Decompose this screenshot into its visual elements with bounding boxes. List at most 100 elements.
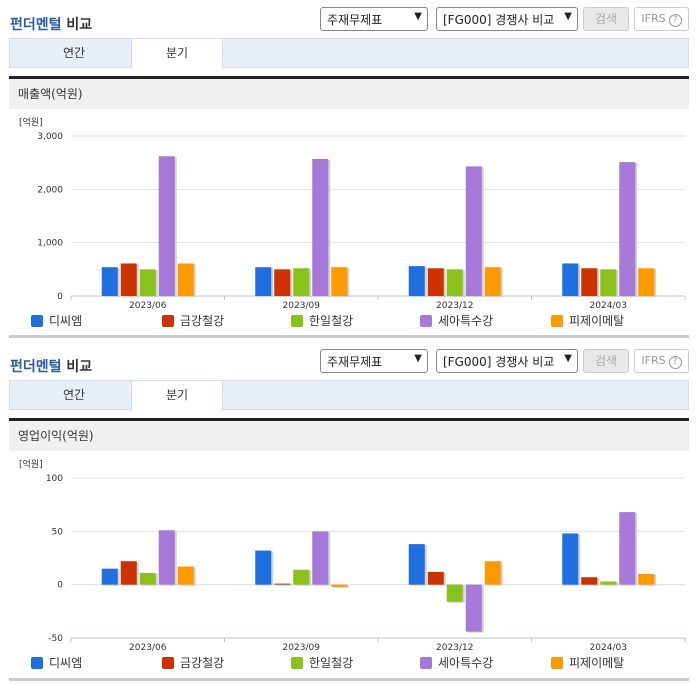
legend-item[interactable]: 한일철강: [291, 654, 353, 671]
bar[interactable]: [581, 577, 598, 585]
bar[interactable]: [446, 269, 463, 296]
period-tabs: 연간 분기: [9, 380, 689, 411]
legend-label: 금강철강: [180, 314, 225, 328]
bar[interactable]: [158, 156, 175, 296]
period-tabs: 연간 분기: [9, 38, 689, 69]
title-highlight: 펀더멘털: [10, 359, 62, 375]
bar[interactable]: [600, 581, 617, 585]
bar[interactable]: [293, 268, 310, 296]
bar-chart-svg: [억원]100 50 0 -50 2023/06 2023/09 2023/12 2024/0…: [19, 458, 686, 653]
bar[interactable]: [177, 263, 194, 296]
bar[interactable]: [484, 561, 501, 585]
select-value: 주재무제표: [327, 355, 383, 369]
bar[interactable]: [619, 162, 636, 296]
bar[interactable]: [139, 572, 156, 585]
y-tick-label: 0: [57, 292, 63, 302]
section-title: 펀더멘털 비교: [10, 356, 92, 376]
legend-item[interactable]: 세아특수강: [420, 654, 493, 671]
bar[interactable]: [427, 571, 444, 585]
legend-item[interactable]: 세아특수강: [420, 312, 493, 329]
chart-legend: 디씨엠 금강철강 한일철강 세아특수강 피제이메탈: [9, 312, 689, 330]
y-unit-label: [억원]: [19, 116, 43, 128]
search-button[interactable]: 검색: [583, 7, 629, 31]
bar[interactable]: [293, 569, 310, 585]
legend-item[interactable]: 피제이메탈: [551, 654, 624, 671]
y-tick-label: -50: [48, 634, 63, 644]
legend-swatch-icon: [31, 315, 43, 327]
legend-swatch-icon: [291, 315, 303, 327]
comparison-group-select[interactable]: [FG000] 경쟁사 비교 ▼: [436, 7, 578, 31]
bar[interactable]: [158, 530, 175, 585]
bar[interactable]: [408, 544, 425, 585]
x-tick-label: 2023/06: [129, 301, 167, 311]
select-value: [FG000] 경쟁사 비교: [443, 355, 555, 369]
legend-swatch-icon: [162, 657, 174, 669]
legend-label: 세아특수강: [438, 656, 494, 670]
bar[interactable]: [274, 583, 291, 585]
legend-item[interactable]: 디씨엠: [31, 312, 82, 329]
legend-label: 디씨엠: [49, 314, 83, 328]
ifrs-button[interactable]: IFRS?: [634, 349, 689, 373]
help-icon[interactable]: ?: [668, 14, 682, 27]
legend-label: 세아특수강: [438, 314, 494, 328]
bar[interactable]: [408, 266, 425, 296]
statement-type-select[interactable]: 주재무제표 ▼: [320, 349, 428, 373]
ifrs-label: IFRS: [641, 354, 666, 367]
chevron-down-icon: ▼: [414, 11, 422, 22]
bar[interactable]: [255, 267, 272, 296]
bar[interactable]: [139, 269, 156, 296]
x-tick-label: 2023/09: [283, 643, 321, 653]
statement-type-select[interactable]: 주재무제표 ▼: [320, 7, 428, 31]
bar[interactable]: [619, 512, 636, 585]
legend-item[interactable]: 금강철강: [162, 312, 224, 329]
bar[interactable]: [638, 268, 655, 296]
tab-quarterly[interactable]: 분기: [131, 39, 223, 69]
section-title: 펀더멘털 비교: [10, 14, 92, 34]
chevron-down-icon: ▼: [564, 11, 572, 22]
bar[interactable]: [120, 263, 137, 296]
tab-annual[interactable]: 연간: [62, 46, 86, 60]
bar[interactable]: [465, 584, 482, 632]
bar[interactable]: [101, 568, 118, 585]
legend-item[interactable]: 피제이메탈: [551, 312, 624, 329]
legend-swatch-icon: [162, 315, 174, 327]
bar[interactable]: [331, 267, 348, 296]
bar[interactable]: [600, 269, 617, 296]
bar[interactable]: [581, 268, 598, 296]
help-icon[interactable]: ?: [668, 356, 682, 369]
chevron-down-icon: ▼: [564, 353, 572, 364]
legend-swatch-icon: [420, 657, 432, 669]
tab-quarterly[interactable]: 분기: [131, 381, 223, 411]
ifrs-button[interactable]: IFRS?: [634, 7, 689, 31]
bar[interactable]: [465, 166, 482, 296]
legend-item[interactable]: 금강철강: [162, 654, 224, 671]
bar[interactable]: [331, 584, 348, 587]
bar[interactable]: [562, 533, 579, 585]
bar[interactable]: [101, 267, 118, 296]
title-rest: 비교: [61, 359, 93, 375]
legend-item[interactable]: 디씨엠: [31, 654, 82, 671]
bar[interactable]: [446, 584, 463, 602]
x-tick-label: 2023/09: [283, 301, 321, 311]
legend-item[interactable]: 한일철강: [291, 312, 353, 329]
legend-swatch-icon: [551, 315, 563, 327]
legend-swatch-icon: [420, 315, 432, 327]
tab-annual[interactable]: 연간: [62, 388, 86, 402]
bar[interactable]: [177, 566, 194, 585]
legend-swatch-icon: [291, 657, 303, 669]
y-tick-label: 100: [46, 474, 63, 484]
bar[interactable]: [255, 550, 272, 585]
bar[interactable]: [427, 268, 444, 296]
bar[interactable]: [484, 267, 501, 296]
bar[interactable]: [638, 574, 655, 585]
bar[interactable]: [274, 269, 291, 296]
bar[interactable]: [120, 561, 137, 585]
comparison-group-select[interactable]: [FG000] 경쟁사 비교 ▼: [436, 349, 578, 373]
bar[interactable]: [562, 263, 579, 296]
y-tick-label: 0: [57, 581, 63, 591]
bar[interactable]: [312, 158, 329, 296]
search-button[interactable]: 검색: [583, 349, 629, 373]
bar[interactable]: [312, 531, 329, 585]
x-tick-label: 2023/06: [129, 643, 167, 653]
title-highlight: 펀더멘털: [10, 17, 62, 33]
